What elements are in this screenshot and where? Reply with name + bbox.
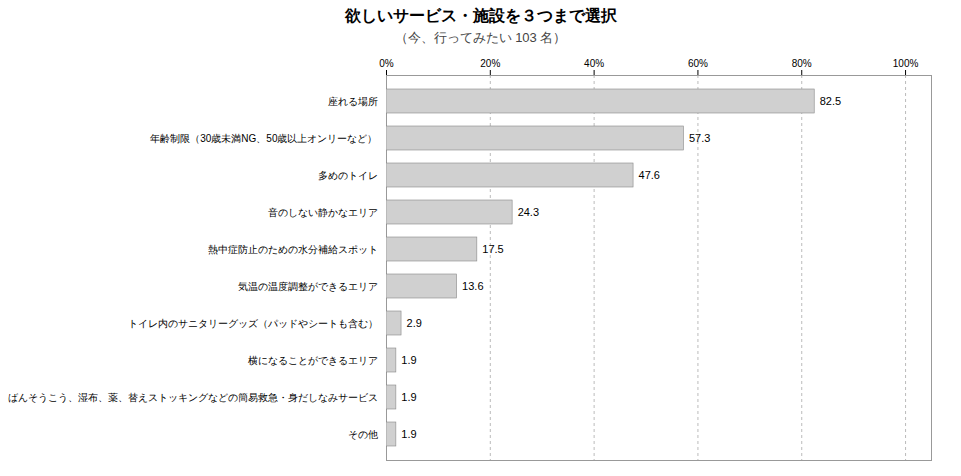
html-text:欲しいサービス・施設を３つまで選択: 欲しいサービス・施設を３つまで選択 <box>344 7 617 24</box>
svg-text:気温の温度調整ができるエリア: 気温の温度調整ができるエリア <box>238 281 378 292</box>
svg-text:100%: 100% <box>893 58 919 69</box>
svg-text:1.9: 1.9 <box>401 354 416 366</box>
svg-text:多めのトイレ: 多めのトイレ <box>318 170 378 181</box>
svg-text:2.9: 2.9 <box>407 317 422 329</box>
svg-text:60%: 60% <box>688 58 708 69</box>
svg-text:ばんそうこう、湿布、薬、替えストッキングなどの簡易救急・身だ: ばんそうこう、湿布、薬、替えストッキングなどの簡易救急・身だしなみサービス <box>8 392 378 403</box>
svg-text:年齢制限（30歳未満NG、50歳以上オンリーなど）: 年齢制限（30歳未満NG、50歳以上オンリーなど） <box>150 133 377 144</box>
svg-text:40%: 40% <box>584 58 604 69</box>
svg-text:横になることができるエリア: 横になることができるエリア <box>248 355 378 366</box>
svg-text:その他: その他 <box>348 429 378 440</box>
svg-text:音のしない静かなエリア: 音のしない静かなエリア <box>268 207 378 218</box>
svg-text:47.6: 47.6 <box>639 169 660 181</box>
svg-text:1.9: 1.9 <box>401 428 416 440</box>
svg-text:80%: 80% <box>792 58 812 69</box>
svg-text:トイレ内のサニタリーグッズ（パッドやシートも含む）: トイレ内のサニタリーグッズ（パッドやシートも含む） <box>128 318 378 329</box>
svg-text:座れる場所: 座れる場所 <box>328 96 378 107</box>
svg-text:熱中症防止のための水分補給スポット: 熱中症防止のための水分補給スポット <box>208 244 378 255</box>
svg-text:13.6: 13.6 <box>462 280 483 292</box>
html-text:（今、行ってみたい 103 名）: （今、行ってみたい 103 名） <box>394 30 567 45</box>
svg-text:57.3: 57.3 <box>689 132 710 144</box>
svg-text:17.5: 17.5 <box>482 243 503 255</box>
svg-text:24.3: 24.3 <box>518 206 539 218</box>
svg-text:82.5: 82.5 <box>820 95 841 107</box>
svg-text:1.9: 1.9 <box>401 391 416 403</box>
svg-text:0%: 0% <box>379 58 394 69</box>
svg-text:20%: 20% <box>480 58 500 69</box>
